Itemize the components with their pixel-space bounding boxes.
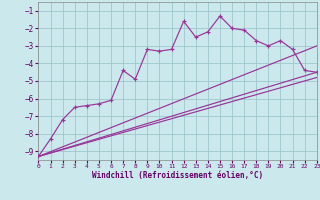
X-axis label: Windchill (Refroidissement éolien,°C): Windchill (Refroidissement éolien,°C) bbox=[92, 171, 263, 180]
